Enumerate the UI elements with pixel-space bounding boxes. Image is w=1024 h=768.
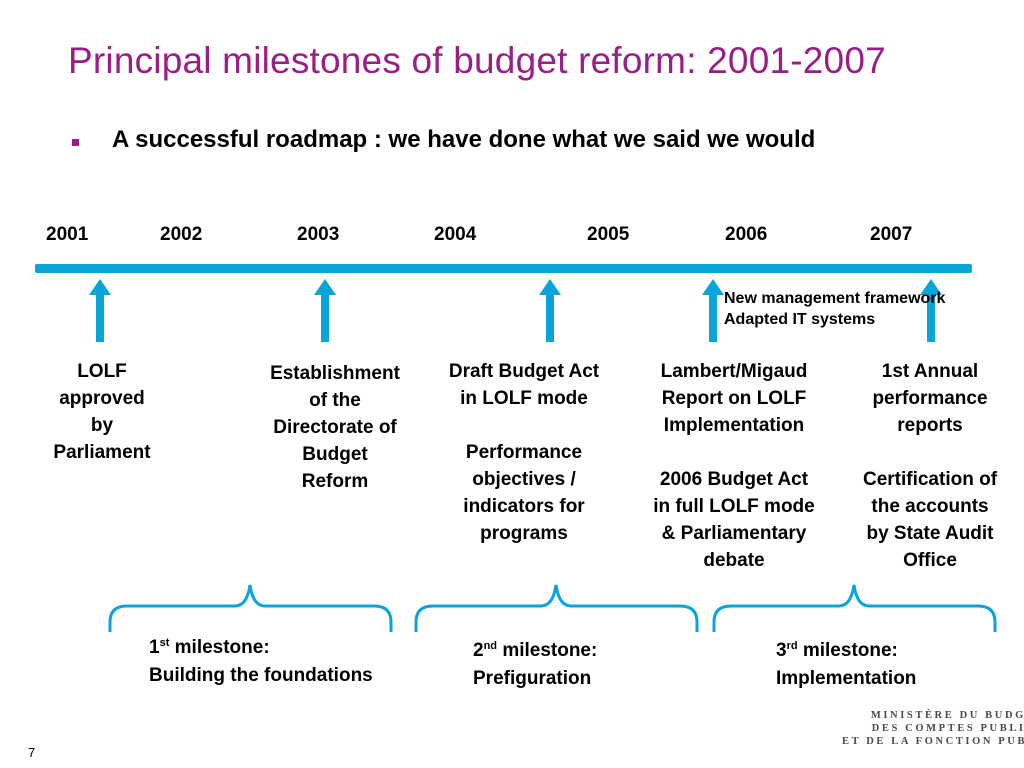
milestone-ordinal: 3 — [776, 640, 787, 661]
event-line: by State Audit — [866, 523, 994, 544]
event-line: Parliament — [53, 442, 151, 463]
event-line: & Parliamentary — [661, 523, 807, 544]
event-line: reports — [897, 415, 963, 436]
page-number: 7 — [28, 745, 36, 760]
milestone-3-brace — [712, 584, 997, 632]
square-bullet-icon — [72, 139, 79, 146]
event-line: in LOLF mode — [460, 388, 588, 409]
up-arrow-icon — [89, 279, 111, 342]
event-line: Performance — [465, 442, 583, 463]
milestone-heading: milestone: — [174, 637, 270, 658]
milestone-heading: milestone: — [502, 640, 598, 661]
milestone-1-brace — [108, 584, 393, 632]
event-line: Reform — [301, 471, 369, 492]
event-lolf-approved: LOLF approved by Parliament — [36, 358, 168, 466]
milestone-1-label: 1st milestone: Building the foundations — [149, 634, 373, 690]
event-line: Office — [903, 550, 957, 571]
year-2001-label: 2001 — [46, 224, 89, 245]
logo-line: ET DE LA FONCTION PUBLIQUE — [842, 736, 1024, 747]
milestone-description: Prefiguration — [473, 668, 592, 689]
up-arrow-icon — [920, 279, 942, 342]
event-line: LOLF — [77, 361, 127, 382]
year-2006-label: 2006 — [725, 224, 768, 245]
event-line: of the — [309, 390, 361, 411]
event-line: Report on LOLF — [661, 388, 807, 409]
event-line: by — [90, 415, 114, 436]
year-2004-label: 2004 — [434, 224, 477, 245]
slide-title: Principal milestones of budget reform: 2… — [68, 40, 886, 81]
milestone-ordinal-suffix: st — [159, 637, 170, 649]
event-line: Budget — [302, 444, 368, 465]
milestone-description: Building the foundations — [149, 665, 373, 686]
note-line: New management framework — [724, 290, 946, 307]
subtitle-text: A successful roadmap : we have done what… — [112, 126, 816, 153]
ministry-logo: MINISTÈRE DU BUDGET DES COMPTES PUBLICS … — [842, 709, 1024, 748]
event-line: the accounts — [871, 496, 989, 517]
event-annual-performance-reports: 1st Annual performance reports Certifica… — [844, 358, 1016, 574]
milestone-2-label: 2nd milestone: Prefiguration — [473, 637, 597, 693]
note-line: Adapted IT systems — [724, 311, 876, 328]
event-line: objectives / — [472, 469, 576, 490]
up-arrow-icon — [539, 279, 561, 342]
event-line: Draft Budget Act — [448, 361, 600, 382]
event-line: approved — [59, 388, 145, 409]
event-line: Lambert/Migaud — [660, 361, 808, 382]
event-line: 1st Annual — [881, 361, 979, 382]
event-directorate-establishment: Establishment of the Directorate of Budg… — [250, 360, 420, 495]
logo-line: DES COMPTES PUBLICS — [871, 723, 1024, 734]
year-2002-label: 2002 — [160, 224, 203, 245]
milestone-ordinal: 2 — [473, 640, 484, 661]
event-line: programs — [480, 523, 568, 544]
milestone-ordinal-suffix: rd — [786, 640, 798, 652]
event-line: Certification of — [862, 469, 998, 490]
event-line: in full LOLF mode — [653, 496, 815, 517]
milestone-description: Implementation — [776, 668, 917, 689]
year-2003-label: 2003 — [297, 224, 340, 245]
event-line: debate — [703, 550, 765, 571]
event-line: performance — [872, 388, 988, 409]
timeline-bar — [35, 264, 972, 273]
logo-line: MINISTÈRE DU BUDGET — [870, 710, 1024, 721]
year-2007-label: 2007 — [870, 224, 913, 245]
year-2005-label: 2005 — [587, 224, 630, 245]
up-arrow-icon — [702, 279, 724, 342]
milestone-ordinal-suffix: nd — [483, 640, 498, 652]
milestone-heading: milestone: — [802, 640, 898, 661]
event-line: Implementation — [663, 415, 805, 436]
annotation-note: New management framework Adapted IT syst… — [724, 288, 945, 330]
event-draft-budget-act: Draft Budget Act in LOLF mode Performanc… — [425, 358, 623, 547]
event-line: Establishment — [270, 363, 400, 384]
milestone-2-brace — [414, 584, 699, 632]
milestone-3-label: 3rd milestone: Implementation — [776, 637, 916, 693]
event-lambert-migaud-report: Lambert/Migaud Report on LOLF Implementa… — [630, 358, 838, 574]
milestone-ordinal: 1 — [149, 637, 160, 658]
event-line: 2006 Budget Act — [659, 469, 809, 490]
event-line: indicators for — [463, 496, 585, 517]
event-line: Directorate of — [273, 417, 397, 438]
up-arrow-icon — [314, 279, 336, 342]
